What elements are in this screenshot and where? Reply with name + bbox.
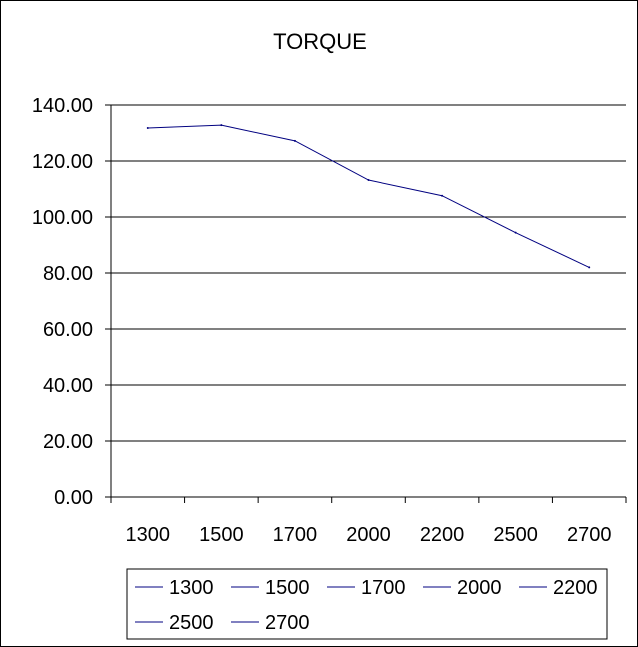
- data-point: [293, 139, 296, 142]
- legend-box: [126, 568, 608, 640]
- y-tick-label: 120.00: [32, 151, 93, 173]
- y-tick-label: 60.00: [43, 319, 93, 341]
- data-point: [146, 126, 149, 129]
- y-tick-label: 40.00: [43, 375, 93, 397]
- legend: 1300 1500 1700 2000 2200 2500 2700: [126, 568, 608, 640]
- x-tick-label: 2200: [420, 524, 465, 546]
- legend-label: 2000: [457, 577, 502, 599]
- axes: [105, 104, 627, 503]
- x-tick-label: 2500: [493, 524, 538, 546]
- data-point: [514, 231, 517, 234]
- legend-label: 2200: [553, 577, 598, 599]
- data-point: [588, 266, 591, 269]
- series-line: [147, 124, 590, 268]
- gridlines: [111, 104, 626, 442]
- chart-title: TORQUE: [273, 29, 367, 54]
- y-tick-label: 0.00: [54, 487, 93, 509]
- x-tick-label: 1500: [199, 524, 244, 546]
- data-point: [367, 179, 370, 182]
- legend-label: 1500: [265, 577, 310, 599]
- data-point: [441, 194, 444, 197]
- legend-label: 1300: [169, 577, 214, 599]
- legend-label: 2500: [169, 612, 214, 634]
- x-axis-tick-labels: 1300 1500 1700 2000 2200 2500 2700: [126, 524, 612, 546]
- y-tick-label: 20.00: [43, 431, 93, 453]
- x-tick-label: 1300: [126, 524, 171, 546]
- legend-label: 2700: [265, 612, 310, 634]
- series-layer: [146, 124, 591, 269]
- y-tick-label: 100.00: [32, 207, 93, 229]
- y-tick-label: 80.00: [43, 263, 93, 285]
- y-tick-label: 140.00: [32, 95, 93, 117]
- data-point: [220, 124, 223, 127]
- x-tick-label: 1700: [273, 524, 318, 546]
- x-tick-label: 2700: [567, 524, 612, 546]
- legend-label: 1700: [361, 577, 406, 599]
- x-tick-label: 2000: [346, 524, 391, 546]
- y-axis-tick-labels: 0.00 20.00 40.00 60.00 80.00 100.00 120.00 140.…: [32, 95, 93, 509]
